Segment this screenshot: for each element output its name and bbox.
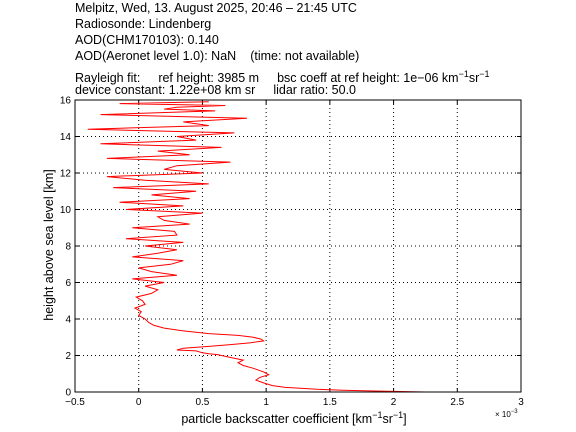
device-line: device constant: 1.22e+08 km sr lidar rat… [75, 82, 570, 98]
grid [75, 100, 521, 392]
y-tick-label: 0 [65, 388, 71, 399]
x-tick-label: 1 [263, 397, 269, 408]
x-tick-label: 3 [518, 397, 524, 408]
y-tick-label: 8 [65, 242, 71, 253]
x-tick-label: −0.5 [65, 397, 85, 408]
rayleigh-line: Rayleigh fit: ref height: 3985 m bsc coeff… [75, 69, 490, 86]
x-tick-label: 0 [136, 397, 142, 408]
y-tick-label: 4 [65, 315, 71, 326]
x-tick-label: 2 [391, 397, 397, 408]
x-tick-label: 1.5 [323, 397, 337, 408]
aeronet-time: (time: not available) [250, 49, 360, 63]
x-multiplier: × 10−3 [495, 409, 518, 419]
ticks [74, 99, 522, 393]
y-axis-label: height above sea level [km] [42, 169, 56, 320]
x-tick-labels: −0.5 0 0.5 1 1.5 2 2.5 3 [65, 397, 524, 408]
y-tick-label: 16 [60, 96, 72, 107]
lidar-ratio: lidar ratio: 50.0 [273, 83, 356, 97]
aeronet-value: AOD(Aeronet level 1.0): NaN [75, 49, 237, 63]
plot-frame [74, 99, 522, 393]
y-tick-label: 12 [60, 169, 72, 180]
radiosonde-line: Radiosonde: Lindenberg [75, 17, 212, 31]
backscatter-profile-line [87, 101, 426, 393]
bsc-coeff: bsc coeff at ref height: 1e−06 km [277, 71, 459, 86]
rayleigh-label: Rayleigh fit: [75, 71, 141, 86]
x-tick-label: 2.5 [450, 397, 464, 408]
aeronet-line: AOD(Aeronet level 1.0): NaN (time: not av… [75, 48, 570, 64]
y-tick-label: 6 [65, 278, 71, 289]
chart-header: Melpitz, Wed, 13. August 2025, 20:46 – 2… [75, 0, 570, 98]
ref-height: ref height: 3985 m [158, 71, 260, 86]
y-tick-labels: 0 2 4 6 8 10 12 14 16 [60, 96, 72, 399]
y-tick-label: 10 [60, 205, 72, 216]
y-tick-label: 14 [60, 132, 72, 143]
aod-line: AOD(CHM170103): 0.140 [75, 33, 219, 47]
x-axis-label: particle backscatter coefficient [km−1sr… [181, 410, 406, 426]
y-tick-label: 2 [65, 351, 71, 362]
title-line: Melpitz, Wed, 13. August 2025, 20:46 – 2… [75, 1, 357, 15]
x-tick-label: 0.5 [195, 397, 209, 408]
device-constant: device constant: 1.22e+08 km sr [75, 83, 256, 97]
